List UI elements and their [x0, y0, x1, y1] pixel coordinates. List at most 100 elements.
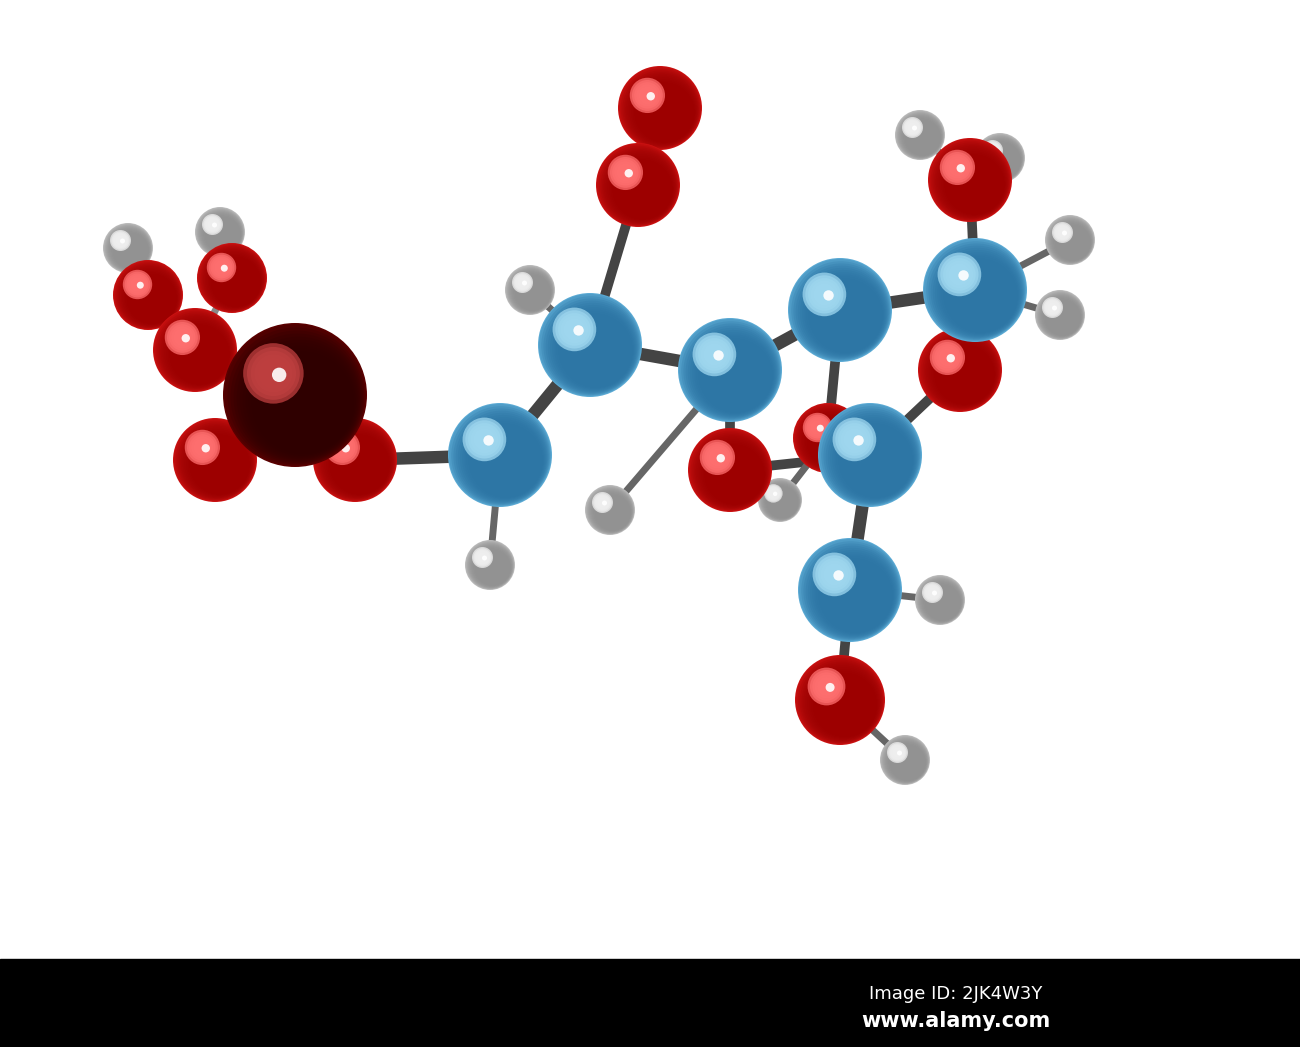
Circle shape [980, 138, 1023, 181]
Circle shape [708, 349, 720, 360]
Circle shape [117, 237, 125, 244]
Circle shape [931, 140, 1010, 221]
Circle shape [796, 655, 885, 745]
Circle shape [462, 417, 545, 500]
Circle shape [203, 216, 222, 233]
Circle shape [812, 672, 841, 700]
Circle shape [178, 333, 187, 341]
Text: www.alamy.com: www.alamy.com [861, 1011, 1050, 1031]
Circle shape [174, 419, 256, 502]
Circle shape [819, 680, 833, 693]
Circle shape [176, 331, 188, 344]
Circle shape [455, 410, 549, 504]
Circle shape [198, 443, 207, 452]
Circle shape [701, 441, 766, 506]
Circle shape [190, 435, 216, 461]
Circle shape [259, 358, 289, 388]
Circle shape [606, 153, 676, 222]
Circle shape [1043, 297, 1082, 336]
Circle shape [200, 211, 243, 254]
Circle shape [988, 147, 996, 155]
Circle shape [195, 207, 244, 257]
Circle shape [852, 437, 857, 442]
Circle shape [202, 248, 264, 310]
Circle shape [1050, 221, 1092, 262]
Circle shape [569, 324, 580, 335]
Circle shape [476, 431, 493, 447]
Circle shape [692, 332, 775, 416]
Circle shape [460, 415, 546, 502]
Circle shape [893, 749, 901, 756]
Circle shape [910, 125, 915, 130]
Circle shape [828, 413, 918, 503]
Circle shape [940, 150, 1006, 217]
Circle shape [480, 555, 485, 560]
Circle shape [798, 408, 861, 470]
Circle shape [465, 540, 515, 591]
Circle shape [107, 226, 151, 271]
Circle shape [819, 404, 920, 506]
Circle shape [836, 420, 874, 459]
Circle shape [919, 580, 963, 623]
Circle shape [924, 334, 998, 409]
Circle shape [902, 117, 941, 157]
Circle shape [992, 149, 997, 154]
Circle shape [815, 674, 838, 698]
Circle shape [932, 591, 937, 596]
Circle shape [823, 290, 833, 300]
Circle shape [504, 265, 555, 315]
Circle shape [454, 408, 549, 504]
Circle shape [585, 486, 634, 535]
Circle shape [911, 127, 914, 129]
Circle shape [940, 254, 1019, 334]
Circle shape [612, 159, 638, 185]
Circle shape [507, 268, 554, 314]
Circle shape [1037, 292, 1084, 338]
Circle shape [620, 69, 701, 149]
Circle shape [801, 411, 859, 469]
Circle shape [204, 217, 221, 232]
Circle shape [471, 545, 512, 587]
Circle shape [894, 750, 900, 755]
Circle shape [826, 683, 835, 692]
Circle shape [1035, 290, 1085, 340]
Circle shape [463, 418, 506, 462]
Circle shape [930, 589, 935, 595]
Circle shape [1052, 222, 1092, 262]
Circle shape [448, 404, 551, 506]
Circle shape [976, 135, 1024, 182]
Circle shape [209, 222, 215, 227]
Circle shape [176, 421, 255, 500]
Circle shape [133, 279, 143, 290]
Circle shape [898, 114, 944, 158]
Circle shape [521, 282, 524, 284]
Circle shape [1054, 225, 1070, 241]
Circle shape [237, 336, 360, 461]
Circle shape [585, 485, 634, 535]
Circle shape [905, 119, 920, 135]
Circle shape [689, 429, 771, 511]
Circle shape [975, 134, 1024, 182]
Circle shape [901, 116, 942, 157]
Circle shape [772, 492, 775, 494]
Circle shape [714, 351, 724, 360]
Circle shape [207, 252, 237, 283]
Circle shape [1043, 297, 1063, 318]
Circle shape [316, 421, 395, 500]
Circle shape [853, 436, 863, 446]
Circle shape [688, 428, 772, 512]
Circle shape [949, 158, 966, 176]
Circle shape [897, 113, 944, 158]
Circle shape [224, 324, 367, 467]
Circle shape [1056, 226, 1069, 239]
Circle shape [540, 294, 641, 396]
Circle shape [880, 735, 929, 784]
Circle shape [826, 410, 918, 504]
Circle shape [942, 152, 972, 183]
Circle shape [936, 146, 1008, 218]
Circle shape [538, 293, 642, 397]
Circle shape [135, 283, 139, 286]
Circle shape [703, 343, 725, 365]
Circle shape [474, 550, 490, 565]
Circle shape [896, 751, 898, 754]
